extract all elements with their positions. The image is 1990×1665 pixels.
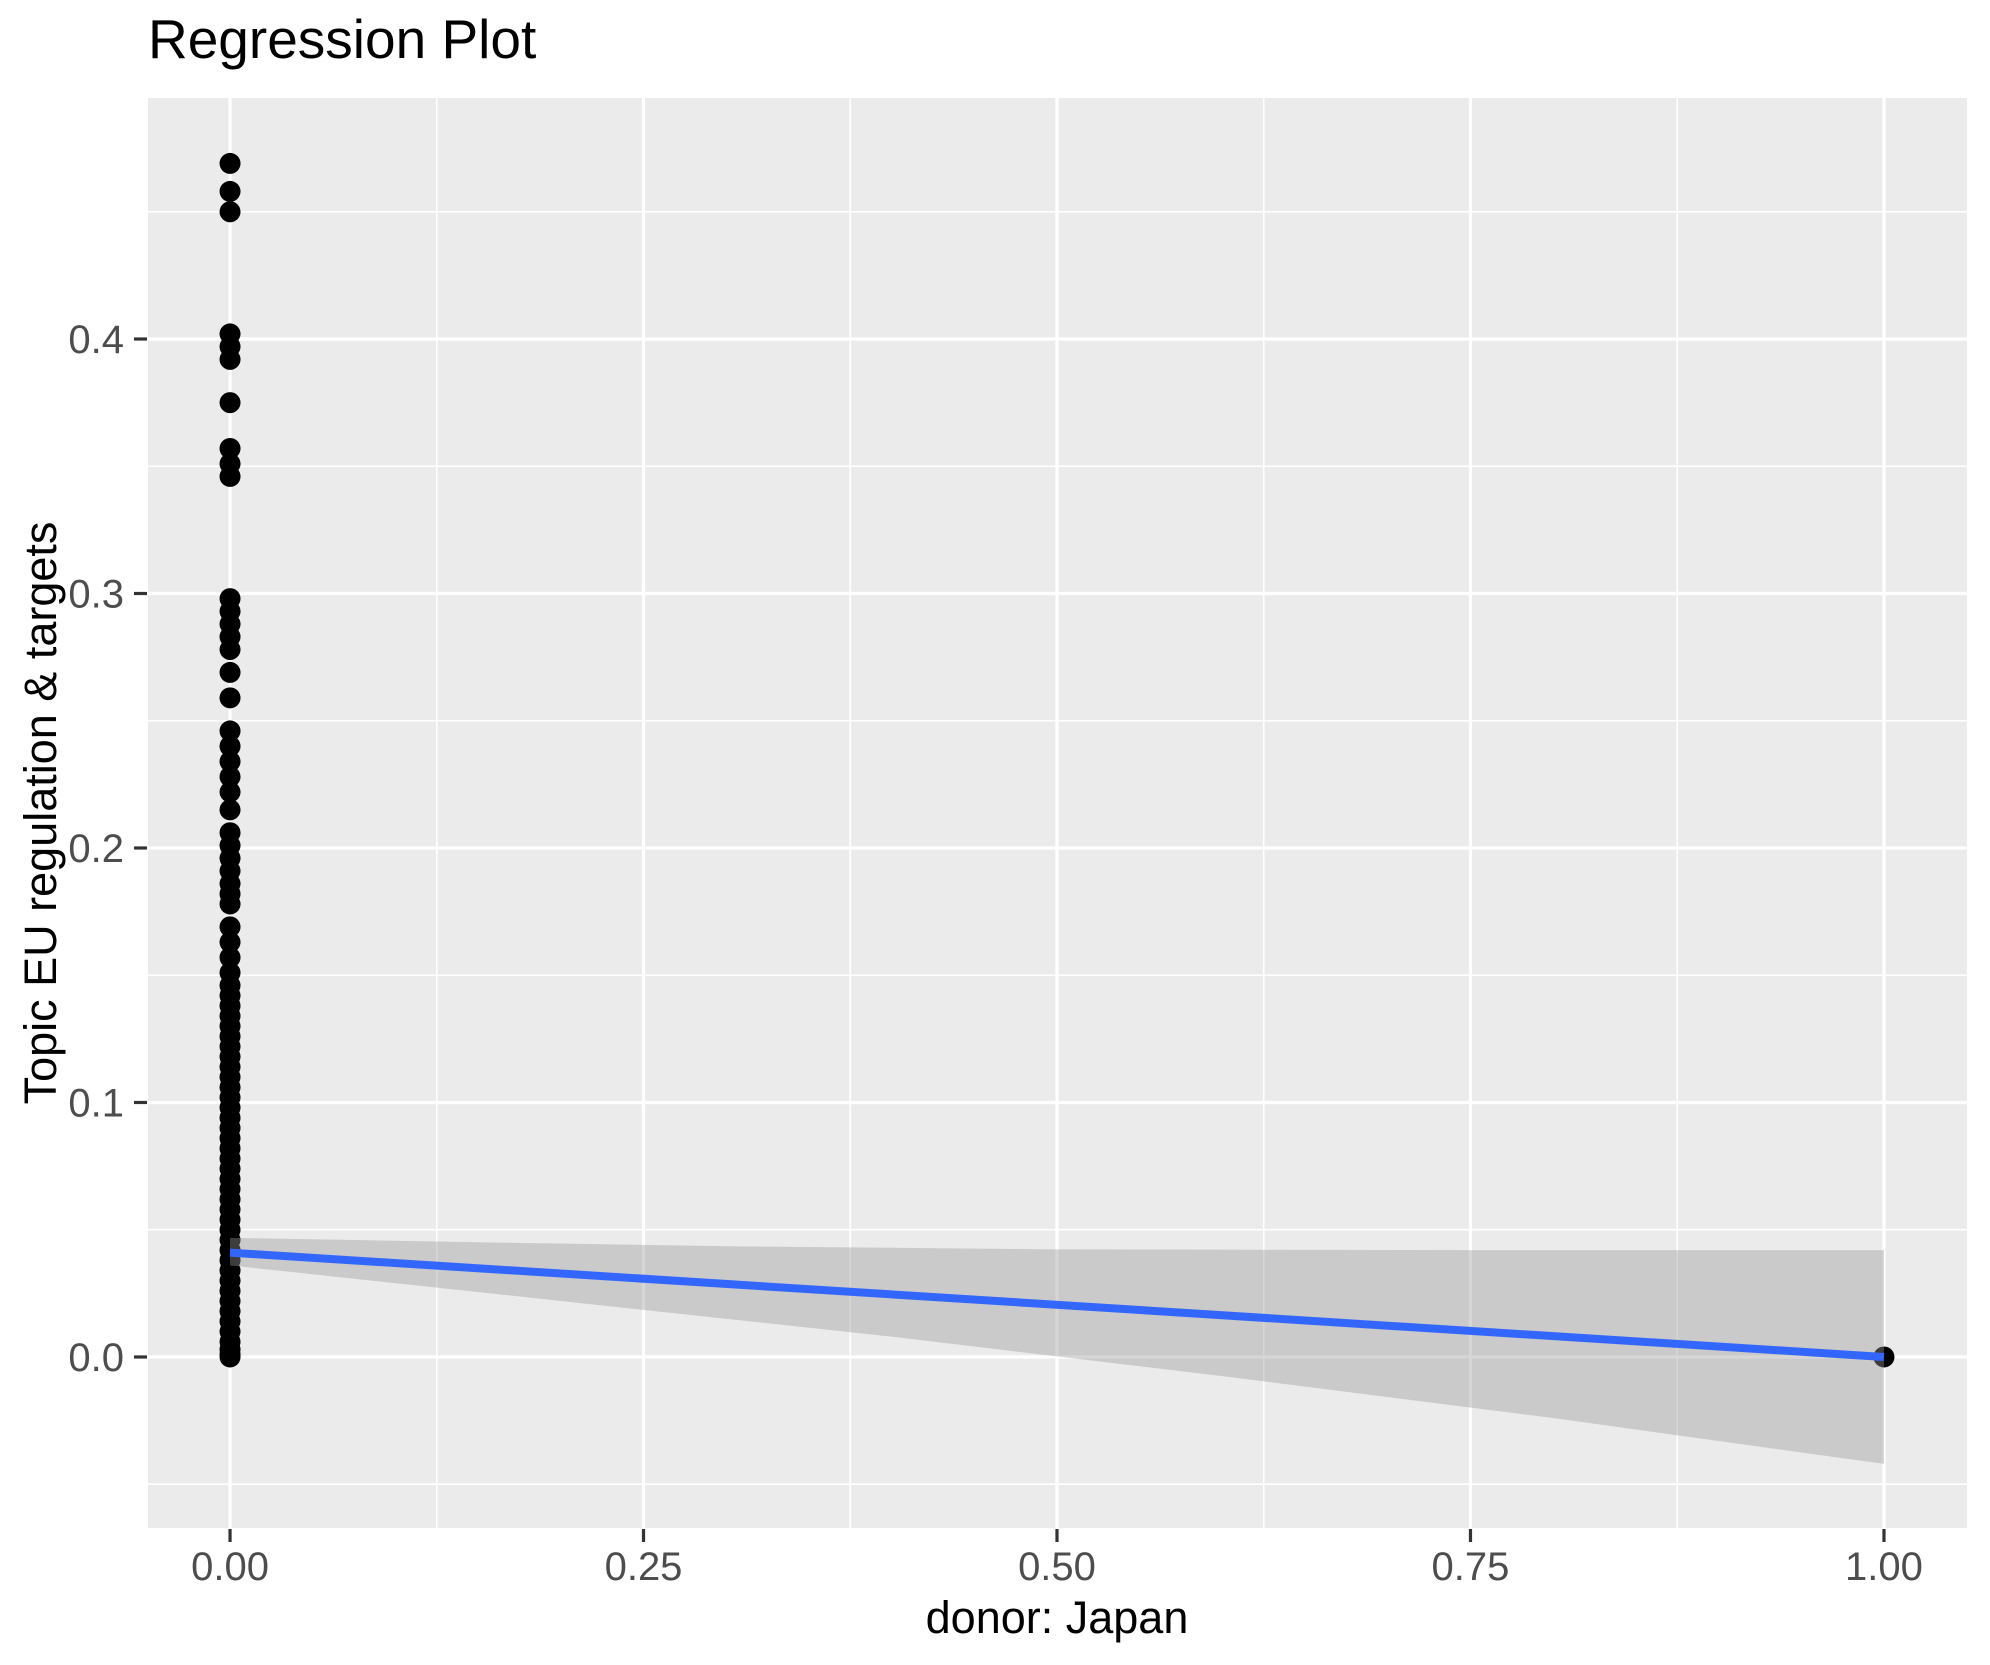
scatter-point: [219, 781, 241, 803]
y-tick-label: 0.4: [68, 318, 124, 362]
scatter-point: [219, 437, 241, 459]
scatter-point: [219, 931, 241, 953]
confidence-band: [230, 1237, 1884, 1464]
scatter-point: [219, 1346, 241, 1368]
scatter-point: [219, 201, 241, 223]
x-tick-label: 0.75: [1432, 1545, 1510, 1589]
x-tick-label: 0.25: [605, 1545, 683, 1589]
y-tick-label: 0.0: [68, 1336, 124, 1380]
scatter-point: [219, 735, 241, 757]
scatter-point: [219, 893, 241, 915]
regression-line: [229, 1248, 1885, 1361]
scatter-point: [219, 687, 241, 709]
scatter-point: [219, 916, 241, 938]
scatter-point: [219, 661, 241, 683]
plot-title: Regression Plot: [148, 8, 537, 70]
scatter-point: [219, 180, 241, 202]
x-tick-label: 1.00: [1845, 1545, 1923, 1589]
scatter-point: [219, 465, 241, 487]
y-tick-label: 0.1: [68, 1081, 124, 1125]
scatter-point: [219, 152, 241, 174]
scatter-point: [219, 392, 241, 414]
scatter-point: [219, 799, 241, 821]
x-axis-title: donor: Japan: [925, 1592, 1189, 1643]
x-tick-label: 0.50: [1018, 1545, 1096, 1589]
y-tick-label: 0.3: [68, 572, 124, 616]
scatter-point: [219, 946, 241, 968]
x-tick-label: 0.00: [191, 1545, 269, 1589]
scatter-point: [219, 750, 241, 772]
scatter-point: [219, 720, 241, 742]
scatter-point: [219, 638, 241, 660]
y-axis-title: Topic EU regulation & targets: [15, 521, 66, 1105]
y-tick-label: 0.2: [68, 827, 124, 871]
scatter-point: [219, 348, 241, 370]
scatter-point: [219, 766, 241, 788]
